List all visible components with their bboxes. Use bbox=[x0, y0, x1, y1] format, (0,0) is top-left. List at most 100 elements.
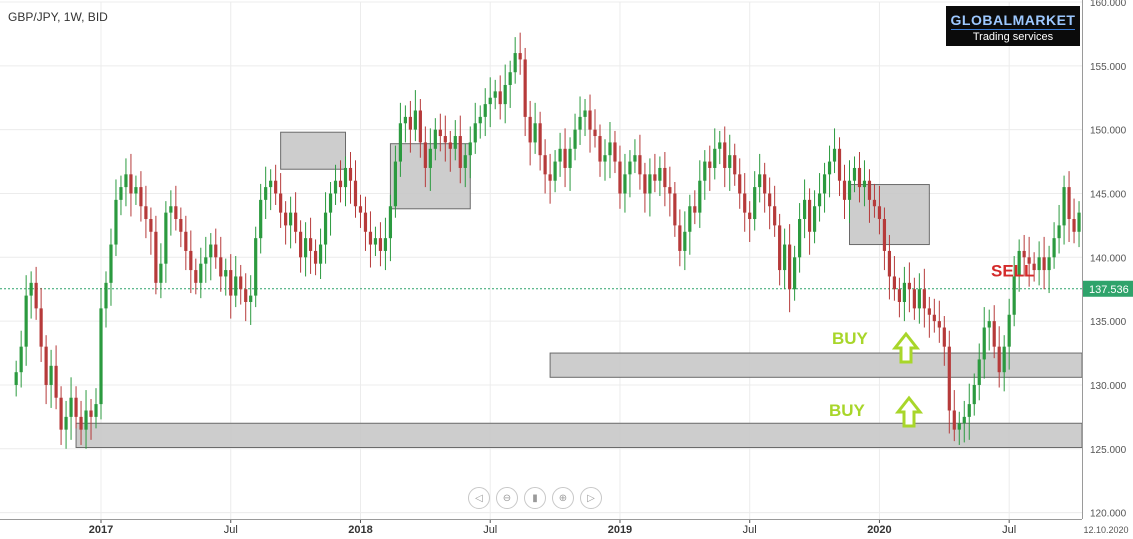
candle-body bbox=[1057, 225, 1061, 239]
buy-label-lower: BUY bbox=[829, 401, 866, 420]
candle-body bbox=[1042, 257, 1046, 271]
candle-body bbox=[598, 136, 602, 162]
buy-label-upper: BUY bbox=[832, 329, 869, 348]
candle-body bbox=[937, 321, 941, 328]
candle-body bbox=[663, 167, 667, 188]
candle-body bbox=[1002, 346, 1006, 373]
candle-body bbox=[618, 161, 622, 194]
price-tick-label: 145.000 bbox=[1090, 189, 1127, 200]
candle-body bbox=[164, 212, 168, 264]
candle-body bbox=[249, 295, 253, 302]
candle-body bbox=[972, 384, 976, 405]
candle-body bbox=[768, 193, 772, 207]
candle-body bbox=[533, 123, 537, 143]
candle-body bbox=[882, 219, 887, 251]
candle-body bbox=[513, 53, 517, 73]
candle-body bbox=[254, 238, 258, 296]
candle-body bbox=[478, 116, 482, 124]
candle-body bbox=[194, 270, 198, 283]
candle-body bbox=[812, 206, 817, 232]
candle-body bbox=[1032, 263, 1036, 271]
candle-body bbox=[867, 180, 872, 200]
candle-body bbox=[1062, 187, 1066, 226]
candle-body bbox=[957, 423, 961, 430]
brand-logo: GLOBALMARKET Trading services bbox=[946, 6, 1080, 46]
candle-body bbox=[34, 282, 38, 309]
candle-body bbox=[788, 244, 792, 290]
candle-body bbox=[758, 174, 762, 188]
candle-body bbox=[259, 199, 263, 239]
candle-body bbox=[224, 270, 228, 277]
zoom-out-icon: ⊖ bbox=[502, 492, 512, 504]
zoom-out-button[interactable]: ⊖ bbox=[496, 487, 518, 509]
price-tick-label: 120.000 bbox=[1090, 509, 1127, 520]
candle-body bbox=[718, 142, 722, 149]
candle-body bbox=[299, 231, 303, 258]
price-tick-label: 130.000 bbox=[1090, 381, 1127, 392]
price-tick-label: 160.000 bbox=[1090, 0, 1127, 9]
scroll-left-button[interactable]: ◁ bbox=[468, 487, 490, 509]
candle-body bbox=[588, 110, 592, 130]
reset-icon: ▮ bbox=[532, 492, 538, 504]
candle-body bbox=[124, 174, 128, 188]
candle-body bbox=[862, 180, 867, 188]
price-tick-label: 150.000 bbox=[1090, 126, 1127, 137]
candle-body bbox=[393, 161, 398, 207]
candle-body bbox=[827, 161, 832, 175]
candle-body bbox=[728, 155, 732, 168]
candle-body bbox=[947, 346, 951, 411]
buy-arrow-upper bbox=[891, 331, 921, 364]
candle-body bbox=[289, 212, 293, 226]
candle-body bbox=[483, 104, 487, 117]
candle-body bbox=[907, 282, 911, 290]
candle-body bbox=[99, 308, 103, 405]
scroll-right-button[interactable]: ▷ bbox=[580, 487, 602, 509]
candle-body bbox=[807, 199, 812, 232]
candle-body bbox=[962, 416, 966, 424]
candle-body bbox=[119, 187, 123, 200]
candle-body bbox=[333, 180, 338, 194]
candle-body bbox=[508, 72, 512, 85]
candle-body bbox=[1072, 219, 1076, 232]
time-tick-label: 2017 bbox=[89, 524, 113, 536]
candle-body bbox=[698, 180, 702, 213]
candle-body bbox=[778, 225, 782, 271]
candle-body bbox=[927, 308, 931, 315]
candle-body bbox=[1022, 250, 1026, 258]
candle-body bbox=[523, 59, 527, 117]
candle-body bbox=[423, 142, 427, 168]
candle-body bbox=[822, 174, 827, 194]
candle-body bbox=[992, 321, 996, 347]
candle-body bbox=[54, 365, 58, 398]
brand-divider bbox=[951, 29, 1075, 30]
candle-body bbox=[318, 244, 323, 264]
candle-body bbox=[144, 206, 148, 220]
candle-body bbox=[473, 123, 477, 143]
zoom-in-button[interactable]: ⊕ bbox=[552, 487, 574, 509]
candle-body bbox=[1067, 187, 1071, 220]
candle-body bbox=[219, 257, 223, 277]
candle-body bbox=[753, 187, 757, 220]
candle-body bbox=[543, 155, 547, 175]
candle-body bbox=[1052, 238, 1056, 258]
candle-body bbox=[204, 257, 208, 264]
candle-body bbox=[373, 238, 378, 245]
candle-body bbox=[174, 206, 178, 220]
time-end-label: 12.10.2020 bbox=[1083, 525, 1128, 535]
symbol-label: GBP/JPY, 1W, BID bbox=[8, 10, 108, 24]
candle-body bbox=[638, 155, 642, 175]
candle-body bbox=[398, 123, 402, 162]
candle-body bbox=[733, 155, 737, 175]
zoom-in-icon: ⊕ bbox=[558, 492, 568, 504]
reset-button[interactable]: ▮ bbox=[524, 487, 546, 509]
candle-body bbox=[363, 212, 368, 232]
zone-box bbox=[280, 131, 347, 170]
candle-body bbox=[234, 276, 238, 296]
candle-body bbox=[114, 199, 118, 245]
last-price-tag bbox=[1083, 280, 1133, 297]
time-tick-label: Jul bbox=[1002, 524, 1016, 536]
candle-body bbox=[184, 231, 188, 251]
candle-body bbox=[887, 250, 892, 277]
candle-body bbox=[453, 136, 457, 149]
